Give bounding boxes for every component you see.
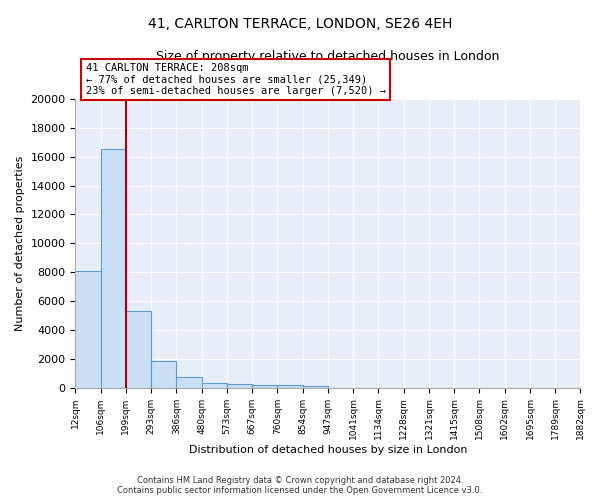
Bar — [227, 384, 253, 388]
Bar — [176, 378, 202, 388]
Bar — [101, 150, 126, 388]
Bar — [76, 270, 101, 388]
Y-axis label: Number of detached properties: Number of detached properties — [15, 156, 25, 331]
Bar — [151, 361, 176, 388]
Bar — [253, 384, 277, 388]
Bar — [126, 311, 151, 388]
Bar — [277, 386, 303, 388]
Text: Contains HM Land Registry data © Crown copyright and database right 2024.
Contai: Contains HM Land Registry data © Crown c… — [118, 476, 482, 495]
Bar — [202, 383, 227, 388]
Title: Size of property relative to detached houses in London: Size of property relative to detached ho… — [156, 50, 500, 63]
Bar — [303, 386, 328, 388]
Text: 41 CARLTON TERRACE: 208sqm
← 77% of detached houses are smaller (25,349)
23% of : 41 CARLTON TERRACE: 208sqm ← 77% of deta… — [86, 63, 386, 96]
X-axis label: Distribution of detached houses by size in London: Distribution of detached houses by size … — [189, 445, 467, 455]
Text: 41, CARLTON TERRACE, LONDON, SE26 4EH: 41, CARLTON TERRACE, LONDON, SE26 4EH — [148, 18, 452, 32]
